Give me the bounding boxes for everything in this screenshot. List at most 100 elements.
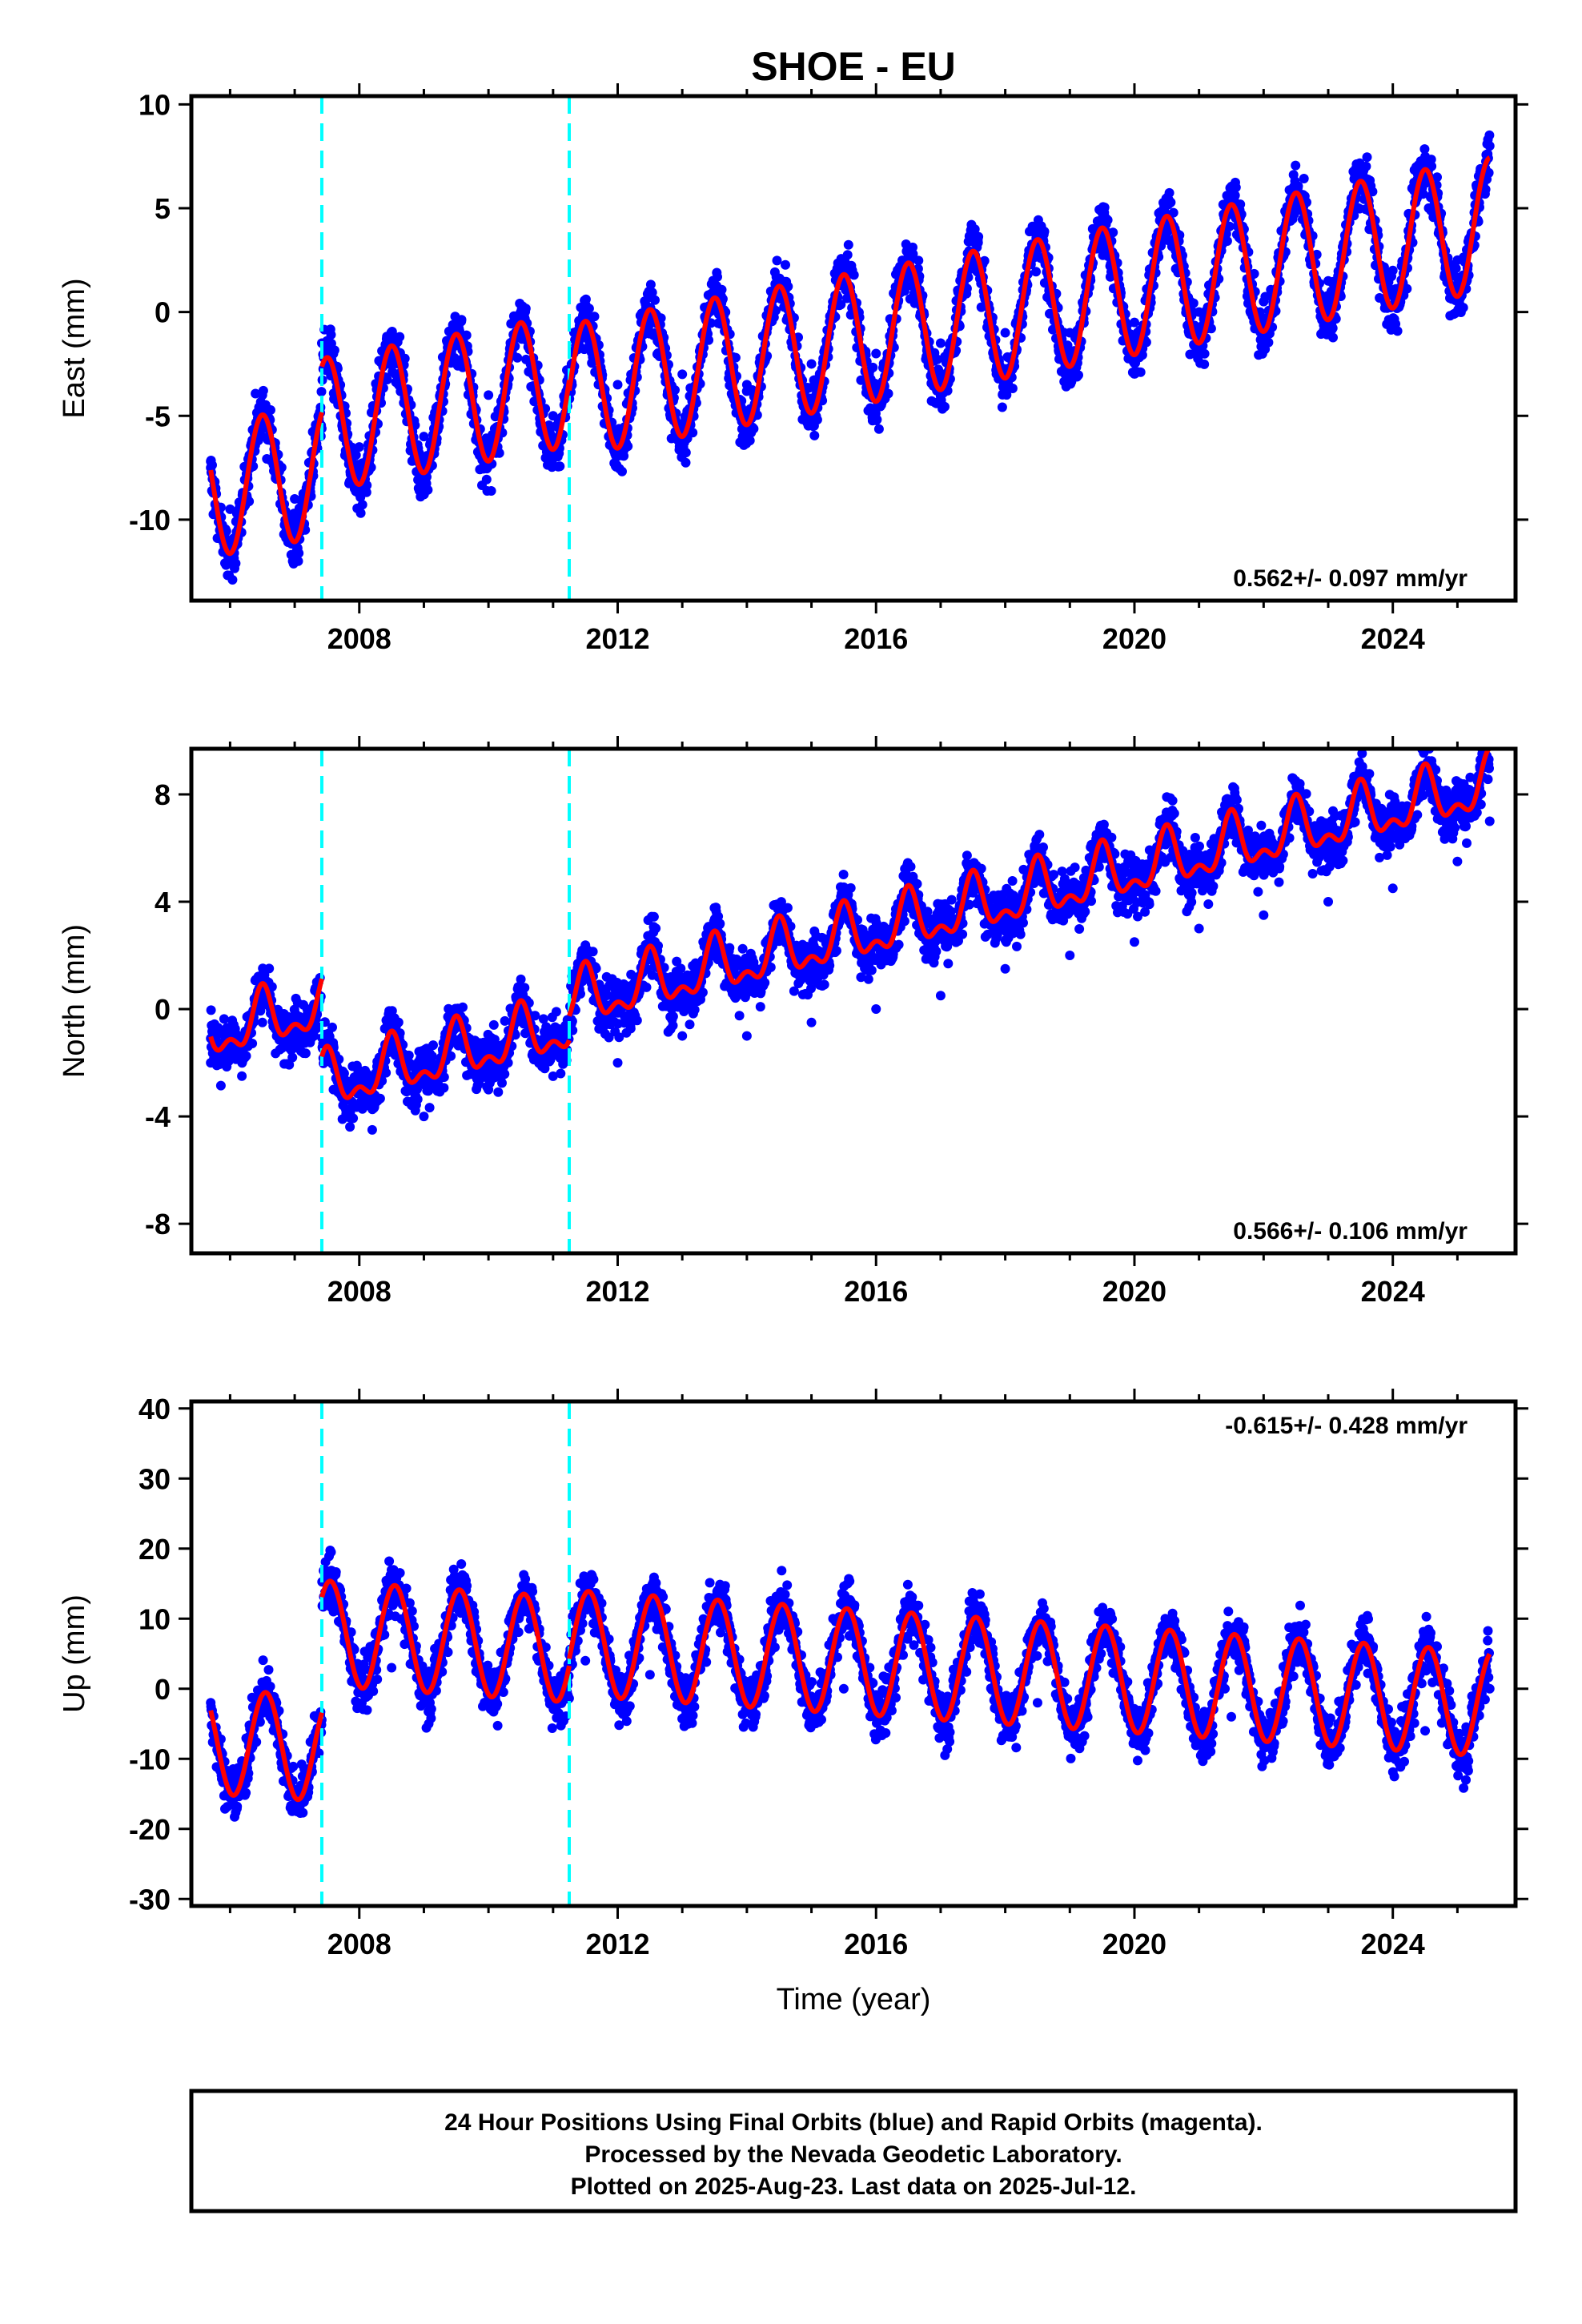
data-point bbox=[1102, 215, 1113, 225]
data-point bbox=[625, 1023, 636, 1034]
data-point bbox=[772, 255, 782, 266]
data-point bbox=[237, 1071, 247, 1081]
plot-area bbox=[206, 96, 1495, 601]
data-point bbox=[873, 424, 884, 434]
data-point bbox=[1235, 199, 1246, 210]
data-point bbox=[412, 1094, 423, 1104]
data-point bbox=[329, 345, 339, 356]
data-point bbox=[1099, 203, 1110, 212]
data-point bbox=[979, 255, 990, 266]
data-point bbox=[266, 405, 275, 415]
data-point bbox=[745, 436, 755, 446]
data-point bbox=[500, 1069, 510, 1080]
data-point bbox=[1065, 328, 1075, 338]
data-point bbox=[1328, 332, 1338, 343]
data-point bbox=[1387, 265, 1398, 275]
data-point bbox=[530, 1011, 540, 1021]
data-point bbox=[913, 255, 924, 266]
data-point bbox=[1451, 263, 1461, 274]
data-point bbox=[493, 1087, 504, 1097]
data-point bbox=[206, 1005, 216, 1015]
data-point bbox=[1194, 307, 1204, 317]
data-point bbox=[316, 387, 327, 397]
data-point bbox=[1249, 268, 1259, 279]
data-point bbox=[548, 411, 558, 421]
data-point bbox=[1293, 181, 1303, 191]
data-point bbox=[1263, 337, 1274, 348]
data-point bbox=[871, 348, 881, 359]
data-point bbox=[247, 1039, 258, 1048]
data-point bbox=[645, 279, 656, 290]
data-point bbox=[749, 424, 759, 434]
data-point bbox=[1199, 359, 1210, 369]
data-point bbox=[1362, 152, 1372, 163]
data-point bbox=[580, 294, 591, 304]
data-point bbox=[1135, 367, 1146, 377]
data-point bbox=[1299, 174, 1309, 183]
data-point bbox=[974, 231, 984, 242]
data-point bbox=[497, 1078, 507, 1088]
data-point bbox=[681, 457, 691, 468]
data-point bbox=[446, 1051, 456, 1061]
data-point bbox=[290, 493, 300, 504]
data-point bbox=[427, 1051, 437, 1061]
data-point bbox=[419, 432, 429, 442]
data-point bbox=[617, 466, 627, 476]
data-point bbox=[612, 380, 623, 390]
data-point bbox=[584, 304, 594, 314]
y-tick-label: -10 bbox=[129, 504, 171, 537]
data-point bbox=[704, 335, 714, 345]
data-point bbox=[326, 330, 336, 340]
data-point bbox=[424, 1103, 435, 1113]
data-point bbox=[647, 287, 657, 298]
data-point bbox=[300, 1048, 311, 1059]
rate-label: 0.562+/- 0.097 mm/yr bbox=[1233, 565, 1468, 592]
data-point bbox=[589, 312, 600, 322]
data-point bbox=[812, 415, 822, 425]
data-point bbox=[1074, 370, 1083, 380]
data-point bbox=[257, 390, 267, 400]
data-point bbox=[809, 430, 820, 440]
data-point bbox=[227, 575, 238, 585]
data-point bbox=[842, 250, 853, 260]
data-point bbox=[899, 286, 909, 296]
data-point bbox=[241, 1051, 251, 1061]
data-point bbox=[1222, 236, 1232, 246]
data-point bbox=[361, 487, 371, 497]
data-point bbox=[555, 461, 565, 472]
data-point bbox=[806, 359, 817, 369]
data-point bbox=[345, 1122, 355, 1132]
y-tick-label: -5 bbox=[145, 400, 171, 432]
data-point bbox=[381, 1068, 391, 1078]
data-point bbox=[294, 548, 304, 558]
data-point bbox=[781, 259, 790, 270]
data-point bbox=[393, 1017, 404, 1027]
data-point bbox=[940, 401, 950, 412]
data-point bbox=[1166, 197, 1176, 207]
data-point bbox=[1484, 141, 1495, 151]
data-point bbox=[512, 352, 523, 363]
data-point bbox=[404, 1050, 414, 1060]
data-point bbox=[771, 305, 781, 316]
data-point bbox=[395, 332, 405, 342]
data-point bbox=[1259, 296, 1269, 307]
data-point bbox=[488, 1019, 499, 1030]
data-point bbox=[849, 270, 859, 280]
data-point bbox=[650, 295, 660, 305]
data-point bbox=[1458, 303, 1468, 313]
data-point bbox=[717, 284, 727, 295]
data-point bbox=[741, 380, 752, 390]
data-point bbox=[641, 982, 652, 992]
data-point bbox=[1031, 267, 1041, 277]
data-point bbox=[1199, 348, 1210, 359]
data-point bbox=[355, 508, 366, 518]
data-point bbox=[1361, 161, 1371, 171]
data-point bbox=[868, 362, 878, 372]
data-point bbox=[713, 271, 722, 282]
data-point bbox=[351, 450, 361, 460]
data-point bbox=[484, 390, 494, 400]
data-point bbox=[327, 1022, 337, 1032]
data-point bbox=[423, 485, 433, 495]
